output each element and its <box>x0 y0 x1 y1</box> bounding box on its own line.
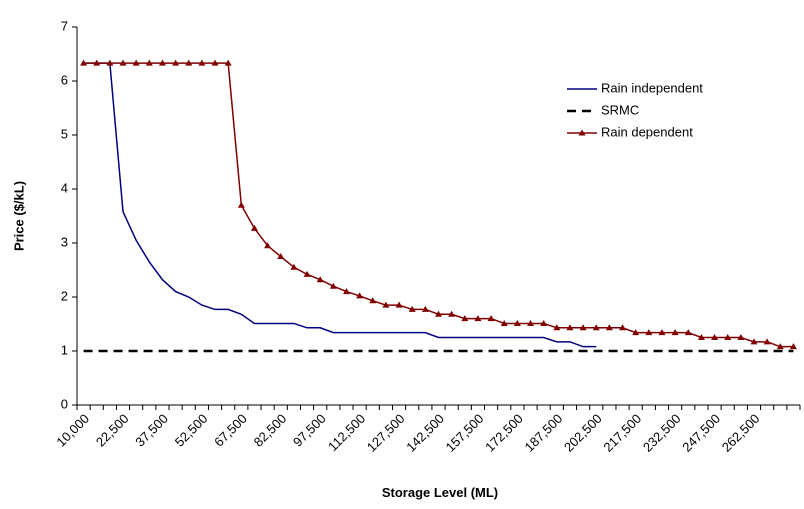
series-marker <box>250 224 258 231</box>
series-marker <box>172 59 180 66</box>
series-marker <box>145 59 153 66</box>
series-marker <box>592 324 600 331</box>
y-tick-label: 6 <box>61 72 68 87</box>
x-tick-label: 142,500 <box>403 411 447 455</box>
x-tick-label: 82,500 <box>251 411 290 450</box>
series-marker <box>750 338 758 345</box>
y-tick-label: 7 <box>61 18 68 33</box>
series-marker <box>487 315 495 322</box>
series-marker <box>684 329 692 336</box>
series-marker <box>724 334 732 340</box>
series-marker <box>500 319 508 326</box>
x-tick-label: 232,500 <box>640 411 684 455</box>
series-marker <box>632 329 640 336</box>
series-marker <box>211 59 219 66</box>
series-marker <box>408 305 416 312</box>
series-marker <box>579 324 587 331</box>
series-marker <box>80 59 88 66</box>
y-axis-label: Price ($/kL) <box>11 181 26 251</box>
x-tick-label: 127,500 <box>364 411 408 455</box>
series-marker <box>540 319 548 326</box>
series-marker <box>671 329 679 336</box>
series-marker <box>224 59 232 66</box>
x-tick-label: 202,500 <box>561 411 605 455</box>
series-marker <box>711 334 719 340</box>
series-marker <box>645 329 653 336</box>
series-marker <box>185 59 193 66</box>
series-marker <box>277 253 285 259</box>
series-marker <box>237 201 245 208</box>
x-axis-label: Storage Level (ML) <box>382 485 498 500</box>
x-tick-label: 10,000 <box>53 411 92 450</box>
y-tick-label: 2 <box>61 288 68 303</box>
y-tick-label: 0 <box>61 396 68 411</box>
series-marker <box>461 315 469 322</box>
series-marker <box>290 263 298 270</box>
x-tick-label: 22,500 <box>93 411 132 450</box>
series-marker <box>776 343 784 350</box>
x-tick-label: 262,500 <box>719 411 763 455</box>
x-tick-label: 67,500 <box>211 411 250 450</box>
series-marker <box>198 59 206 66</box>
series-marker <box>382 301 390 308</box>
series-marker <box>658 329 666 336</box>
x-tick-label: 97,500 <box>290 411 329 450</box>
series-marker <box>93 59 101 66</box>
x-tick-label: 217,500 <box>600 411 644 455</box>
legend-label: Rain independent <box>601 80 703 95</box>
series-marker <box>619 324 627 331</box>
series-marker <box>369 297 377 304</box>
series-marker <box>106 59 114 66</box>
series-marker <box>329 282 337 289</box>
x-tick-label: 187,500 <box>522 411 566 455</box>
x-tick-label: 157,500 <box>443 411 487 455</box>
y-tick-label: 5 <box>61 126 68 141</box>
series-marker <box>553 324 561 331</box>
series-marker <box>421 305 429 312</box>
y-tick-label: 1 <box>61 342 68 357</box>
legend-label: Rain dependent <box>601 124 693 139</box>
series-marker <box>119 59 127 66</box>
series-marker <box>303 270 311 277</box>
series-marker <box>513 319 521 326</box>
series-marker <box>566 324 574 331</box>
series-marker <box>448 310 456 317</box>
series-marker <box>789 343 797 350</box>
x-tick-label: 52,500 <box>172 411 211 450</box>
series-marker <box>316 276 324 283</box>
x-tick-label: 37,500 <box>132 411 171 450</box>
series-marker <box>158 59 166 66</box>
series-marker <box>737 334 745 340</box>
series-marker <box>435 310 442 317</box>
y-tick-label: 3 <box>61 234 68 249</box>
series-marker <box>763 338 771 345</box>
series-marker <box>356 292 364 299</box>
series-marker <box>132 59 140 66</box>
legend-marker <box>578 129 586 136</box>
series-marker <box>474 315 482 322</box>
y-tick-label: 4 <box>61 180 68 195</box>
x-tick-label: 172,500 <box>482 411 526 455</box>
series-line <box>83 62 794 348</box>
legend-label: SRMC <box>601 102 639 117</box>
series-marker <box>697 334 705 340</box>
series-marker <box>527 319 535 326</box>
series-marker <box>395 301 403 308</box>
series-marker <box>264 242 272 249</box>
series-marker <box>605 324 613 331</box>
series-line <box>83 62 597 348</box>
series-marker <box>342 288 350 295</box>
x-tick-label: 112,500 <box>325 411 368 454</box>
x-tick-label: 247,500 <box>679 411 723 455</box>
